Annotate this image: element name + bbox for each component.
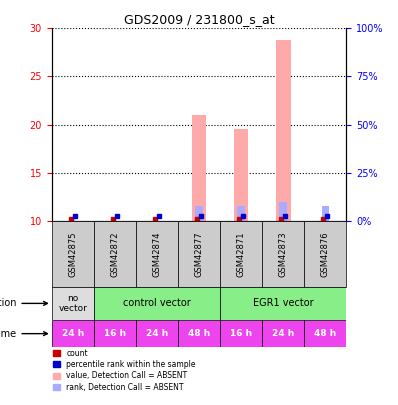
Text: 48 h: 48 h [188, 329, 210, 338]
Text: 24 h: 24 h [146, 329, 168, 338]
Text: GSM42873: GSM42873 [279, 231, 288, 277]
Text: 24 h: 24 h [272, 329, 294, 338]
FancyBboxPatch shape [262, 320, 304, 347]
FancyBboxPatch shape [178, 221, 220, 287]
FancyBboxPatch shape [136, 320, 178, 347]
Text: 16 h: 16 h [230, 329, 252, 338]
Title: GDS2009 / 231800_s_at: GDS2009 / 231800_s_at [124, 13, 274, 26]
FancyBboxPatch shape [220, 221, 262, 287]
FancyBboxPatch shape [52, 221, 94, 287]
Text: 48 h: 48 h [314, 329, 336, 338]
Text: 16 h: 16 h [104, 329, 126, 338]
Legend: count, percentile rank within the sample, value, Detection Call = ABSENT, rank, : count, percentile rank within the sample… [53, 349, 196, 392]
Bar [276, 40, 291, 221]
FancyBboxPatch shape [52, 320, 94, 347]
Text: GSM42874: GSM42874 [152, 231, 162, 277]
Bar [237, 207, 245, 221]
Text: no
vector: no vector [59, 294, 87, 313]
FancyBboxPatch shape [220, 320, 262, 347]
Text: time: time [0, 328, 47, 339]
Text: GSM42871: GSM42871 [236, 231, 246, 277]
Bar [192, 115, 206, 221]
Text: GSM42875: GSM42875 [68, 231, 77, 277]
FancyBboxPatch shape [262, 221, 304, 287]
FancyBboxPatch shape [52, 287, 94, 320]
Text: GSM42876: GSM42876 [321, 231, 330, 277]
FancyBboxPatch shape [304, 320, 346, 347]
Text: GSM42877: GSM42877 [195, 231, 203, 277]
Text: control vector: control vector [123, 298, 191, 308]
Text: GSM42872: GSM42872 [110, 231, 119, 277]
FancyBboxPatch shape [136, 221, 178, 287]
FancyBboxPatch shape [94, 287, 220, 320]
Bar [195, 207, 203, 221]
FancyBboxPatch shape [94, 221, 136, 287]
Bar [322, 207, 329, 221]
Text: EGR1 vector: EGR1 vector [253, 298, 314, 308]
FancyBboxPatch shape [94, 320, 136, 347]
FancyBboxPatch shape [220, 287, 346, 320]
FancyBboxPatch shape [178, 320, 220, 347]
Bar [279, 202, 287, 221]
Bar [234, 130, 248, 221]
FancyBboxPatch shape [304, 221, 346, 287]
Text: infection: infection [0, 298, 47, 308]
Text: 24 h: 24 h [62, 329, 84, 338]
